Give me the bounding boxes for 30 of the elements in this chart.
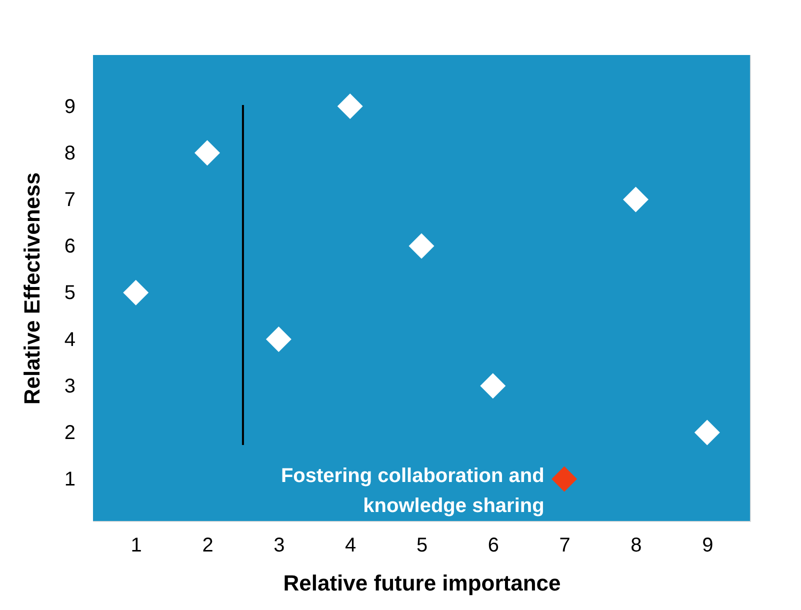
y-axis-title: Relative Effectiveness (19, 172, 44, 405)
point (194, 140, 220, 166)
x-tick-label: 4 (345, 534, 356, 556)
y-tick-label: 3 (64, 375, 76, 398)
annotation: Fostering collaboration and knowledge sharing (280, 465, 544, 518)
x-tick-label: 9 (702, 534, 714, 556)
x-tick-label: 3 (274, 534, 285, 556)
point (266, 326, 292, 352)
y-tick-label: 1 (64, 468, 76, 491)
point (622, 186, 648, 212)
x-tick-label: 1 (130, 534, 142, 556)
y-tick-label: 2 (64, 422, 76, 444)
point (480, 373, 506, 399)
x-tick-label: 7 (559, 534, 570, 556)
y-tick-label: 9 (64, 96, 76, 118)
y-tick-label: 6 (64, 236, 76, 258)
y-tick-label: 7 (64, 188, 76, 211)
x-axis-title: Relative future importance (283, 570, 561, 596)
point (408, 233, 434, 259)
point (552, 466, 578, 492)
y-tick-label: 5 (64, 282, 76, 304)
point (123, 280, 149, 306)
y-tick-label: 8 (64, 142, 76, 164)
x-tick-label: 2 (202, 534, 214, 556)
y-tick-label: 4 (64, 328, 76, 351)
point (337, 94, 363, 120)
point (694, 420, 720, 446)
x-tick-label: 5 (416, 534, 428, 556)
x-tick-label: 8 (630, 534, 642, 556)
x-tick-label: 6 (488, 534, 499, 556)
